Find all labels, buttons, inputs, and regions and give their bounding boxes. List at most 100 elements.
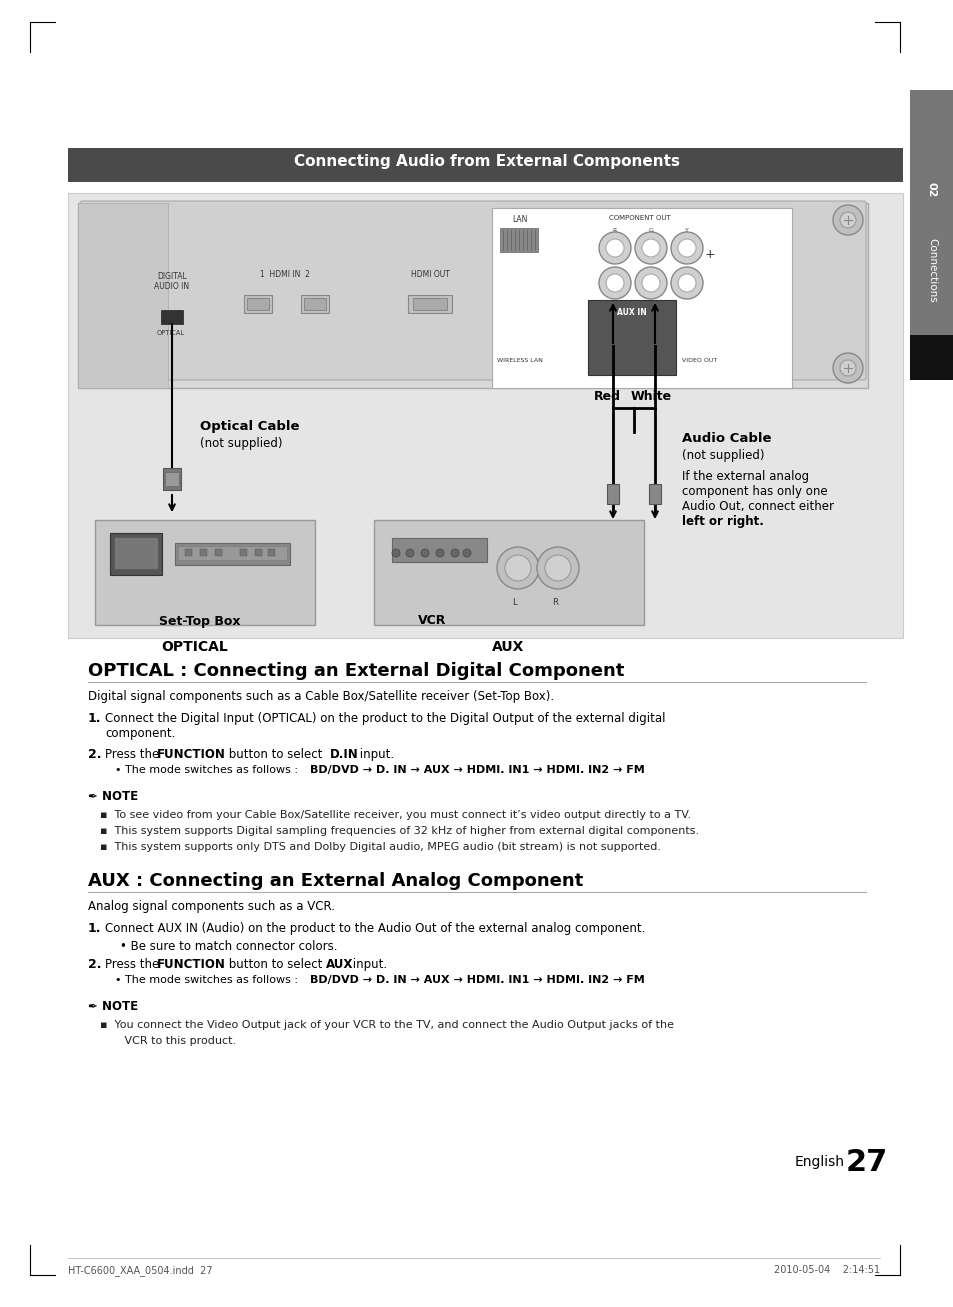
Circle shape <box>635 267 666 299</box>
Circle shape <box>85 205 115 235</box>
Circle shape <box>840 359 855 376</box>
Bar <box>163 468 181 490</box>
Bar <box>492 208 791 388</box>
Bar <box>909 335 953 380</box>
Text: OPTICAL: OPTICAL <box>161 640 228 654</box>
Text: Digital signal components such as a Cable Box/Satellite receiver (Set-Top Box).: Digital signal components such as a Cabl… <box>88 690 554 703</box>
Bar <box>68 193 902 638</box>
Text: BD/DVD → D. IN → AUX → HDMI. IN1 → HDMI. IN2 → FM: BD/DVD → D. IN → AUX → HDMI. IN1 → HDMI.… <box>310 975 644 985</box>
Bar <box>408 295 452 312</box>
Bar <box>587 301 676 375</box>
Bar <box>909 90 953 335</box>
Bar <box>78 203 168 388</box>
FancyBboxPatch shape <box>80 201 865 380</box>
Text: Connections: Connections <box>926 238 936 302</box>
Bar <box>301 295 329 312</box>
Bar <box>247 298 269 310</box>
Text: G: G <box>648 227 653 233</box>
Text: 02: 02 <box>926 182 936 197</box>
Text: AUX: AUX <box>492 640 523 654</box>
Text: Analog signal components such as a VCR.: Analog signal components such as a VCR. <box>88 901 335 914</box>
Text: If the external analog: If the external analog <box>681 471 808 484</box>
Text: ▪  This system supports Digital sampling frequencies of 32 kHz of higher from ex: ▪ This system supports Digital sampling … <box>100 826 699 836</box>
Text: 27: 27 <box>845 1148 887 1178</box>
Bar <box>268 549 274 555</box>
Bar <box>178 546 287 559</box>
Circle shape <box>670 267 702 299</box>
Text: (not supplied): (not supplied) <box>681 450 763 461</box>
Circle shape <box>497 548 538 589</box>
Text: 2.: 2. <box>88 958 101 971</box>
Bar <box>413 298 447 310</box>
Text: OPTICAL : Connecting an External Digital Component: OPTICAL : Connecting an External Digital… <box>88 663 623 680</box>
Text: 1  HDMI IN  2: 1 HDMI IN 2 <box>260 271 310 278</box>
Bar <box>185 549 192 555</box>
Text: ▪  You connect the Video Output jack of your VCR to the TV, and connect the Audi: ▪ You connect the Video Output jack of y… <box>100 1019 673 1030</box>
Text: 1.: 1. <box>88 921 101 935</box>
Circle shape <box>670 233 702 264</box>
Text: Set-Top Box: Set-Top Box <box>159 616 240 627</box>
Text: input.: input. <box>355 748 394 761</box>
Text: FUNCTION: FUNCTION <box>157 748 226 761</box>
Circle shape <box>641 239 659 257</box>
Text: FUNCTION: FUNCTION <box>157 958 226 971</box>
Text: L: L <box>511 599 516 606</box>
Text: VCR: VCR <box>417 614 446 627</box>
Text: HDMI OUT: HDMI OUT <box>410 271 449 278</box>
Circle shape <box>436 549 443 557</box>
Text: Y: Y <box>684 227 688 233</box>
Text: R: R <box>552 599 558 606</box>
Text: left or right.: left or right. <box>681 515 763 528</box>
Bar <box>374 520 643 625</box>
Bar <box>161 310 183 324</box>
Circle shape <box>420 549 429 557</box>
Text: ✒ NOTE: ✒ NOTE <box>88 1000 138 1013</box>
Text: button to select: button to select <box>225 748 326 761</box>
Circle shape <box>451 549 458 557</box>
Text: LAN: LAN <box>512 214 527 223</box>
Text: Audio Out, connect either: Audio Out, connect either <box>681 501 833 514</box>
Text: button to select: button to select <box>225 958 326 971</box>
Bar <box>78 203 867 388</box>
Text: • The mode switches as follows :: • The mode switches as follows : <box>115 975 301 985</box>
Circle shape <box>832 205 862 235</box>
Text: input.: input. <box>349 958 387 971</box>
Text: HT-C6600_XAA_0504.indd  27: HT-C6600_XAA_0504.indd 27 <box>68 1265 213 1276</box>
Bar <box>240 549 247 555</box>
Circle shape <box>392 549 399 557</box>
Bar <box>392 538 486 562</box>
Text: • The mode switches as follows :: • The mode switches as follows : <box>115 765 301 775</box>
Circle shape <box>91 212 108 227</box>
Circle shape <box>406 549 414 557</box>
Circle shape <box>635 233 666 264</box>
Text: Connecting Audio from External Components: Connecting Audio from External Component… <box>294 154 679 169</box>
Bar <box>68 148 902 182</box>
Circle shape <box>462 549 471 557</box>
Text: AUX IN: AUX IN <box>617 308 646 318</box>
Circle shape <box>641 274 659 291</box>
Bar <box>165 472 179 486</box>
Text: Connect AUX IN (Audio) on the product to the Audio Out of the external analog co: Connect AUX IN (Audio) on the product to… <box>105 921 644 935</box>
Circle shape <box>537 548 578 589</box>
Text: component has only one: component has only one <box>681 485 827 498</box>
Circle shape <box>605 274 623 291</box>
Text: ✒ NOTE: ✒ NOTE <box>88 789 138 802</box>
Bar <box>174 542 290 565</box>
Text: +: + <box>704 248 715 261</box>
Text: 1.: 1. <box>88 712 101 725</box>
Text: Optical Cable: Optical Cable <box>200 420 299 433</box>
Bar <box>214 549 222 555</box>
Text: • Be sure to match connector colors.: • Be sure to match connector colors. <box>120 940 337 953</box>
Text: D.IN: D.IN <box>330 748 358 761</box>
Bar <box>110 533 162 575</box>
Text: White: White <box>630 389 671 403</box>
Bar <box>499 227 537 252</box>
Text: VIDEO OUT: VIDEO OUT <box>681 358 717 363</box>
Bar <box>304 298 326 310</box>
Bar <box>254 549 262 555</box>
Bar <box>606 484 618 505</box>
Text: component.: component. <box>105 727 175 740</box>
Circle shape <box>832 353 862 383</box>
Circle shape <box>678 239 696 257</box>
Circle shape <box>678 274 696 291</box>
